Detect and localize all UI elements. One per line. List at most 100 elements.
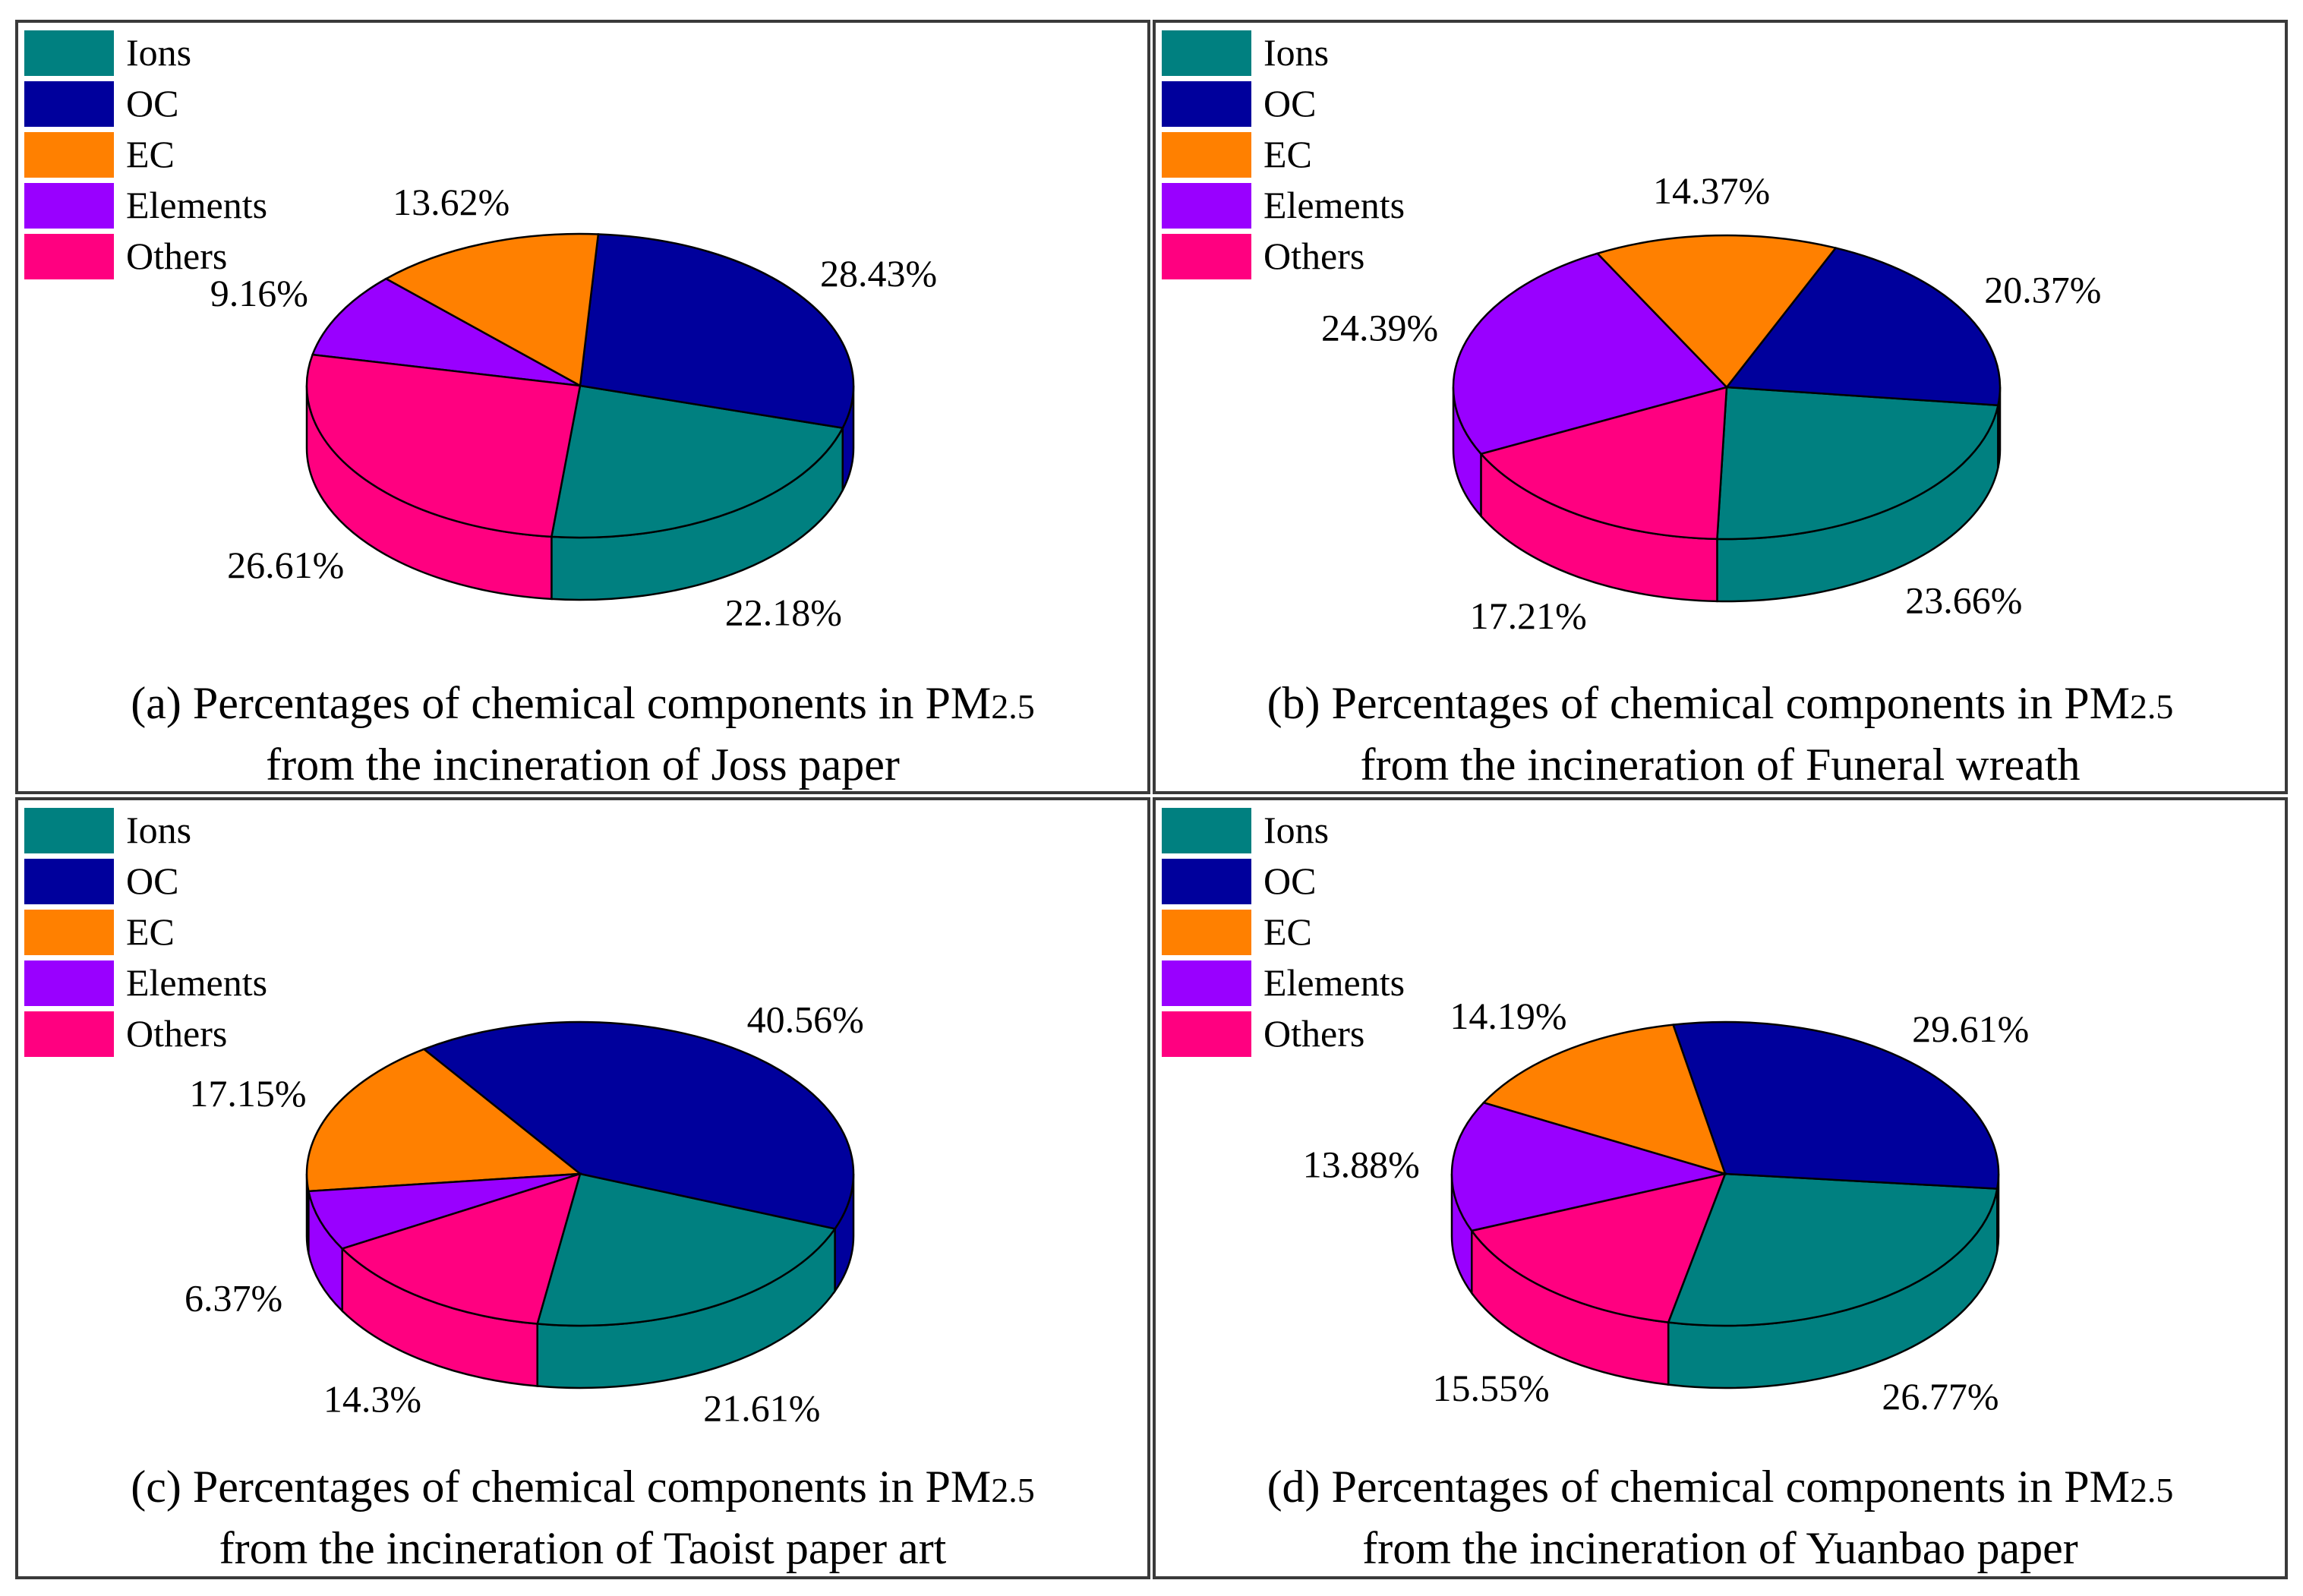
chart-panel-c: 21.61% 40.56% 17.15% 6.37% 14.3% Ions OC EC Elem… bbox=[15, 797, 1150, 1579]
legend-label-ions: Ions bbox=[1263, 31, 1329, 74]
pie-slice-ions bbox=[536, 1172, 837, 1327]
pie-label-elements: 24.39% bbox=[1321, 306, 1438, 349]
legend-swatch-elements bbox=[24, 960, 114, 1006]
legend-swatch-oc bbox=[24, 859, 114, 904]
pie-chart-a: 22.18% 28.43% 13.62% 9.16% 26.61% Ions OC EC Ele… bbox=[24, 30, 937, 634]
chart-legend: Ions OC EC Elements Others bbox=[1162, 30, 1405, 279]
pie-chart-b: 23.66% 20.37% 14.37% 24.39% 17.21% Ions OC EC El… bbox=[1162, 30, 2101, 637]
chart-caption-c: (c) Percentages of chemical components i… bbox=[18, 1458, 1147, 1577]
pie-slice-elements bbox=[1450, 1101, 1729, 1232]
legend-label-elements: Elements bbox=[126, 961, 267, 1004]
pie-top bbox=[305, 232, 855, 539]
caption-line2: from the incineration of Taoist paper ar… bbox=[219, 1523, 947, 1573]
chart-caption-d: (d) Percentages of chemical components i… bbox=[1156, 1458, 2285, 1577]
pie-label-elements: 6.37% bbox=[185, 1277, 282, 1320]
legend-label-ec: EC bbox=[1263, 133, 1312, 175]
pie-slice-ec bbox=[305, 1048, 583, 1193]
legend-label-elements: Elements bbox=[1263, 961, 1405, 1004]
legend-label-ec: EC bbox=[126, 133, 175, 175]
legend-swatch-ions bbox=[24, 808, 114, 853]
pie-top bbox=[305, 1020, 855, 1327]
pie-slice-others bbox=[1479, 386, 1728, 541]
chart-panel-d: 26.77% 29.61% 14.19% 13.88% 15.55% Ions OC EC El… bbox=[1153, 797, 2288, 1579]
caption-line1: (c) Percentages of chemical components i… bbox=[131, 1462, 992, 1512]
caption-line1: (b) Percentages of chemical components i… bbox=[1267, 678, 2130, 728]
chart-caption-a: (a) Percentages of chemical components i… bbox=[18, 674, 1147, 793]
legend-label-ec: EC bbox=[126, 910, 175, 953]
legend-swatch-others bbox=[1162, 234, 1251, 279]
legend-swatch-ec bbox=[24, 132, 114, 178]
legend-label-elements: Elements bbox=[1263, 184, 1405, 226]
pie-label-ec: 14.19% bbox=[1450, 995, 1566, 1037]
legend-label-others: Others bbox=[1263, 235, 1364, 277]
pie-slice-ions bbox=[550, 384, 844, 539]
chart-legend: Ions OC EC Elements Others bbox=[24, 808, 267, 1057]
legend-label-oc: OC bbox=[126, 82, 178, 125]
pie-slice-others bbox=[305, 353, 582, 538]
legend-swatch-ions bbox=[24, 30, 114, 76]
legend-swatch-oc bbox=[1162, 859, 1251, 904]
legend-label-others: Others bbox=[126, 1012, 227, 1055]
pie-label-ions: 23.66% bbox=[1905, 579, 2022, 621]
legend-swatch-ions bbox=[1162, 30, 1251, 76]
chart-caption-b: (b) Percentages of chemical components i… bbox=[1156, 674, 2285, 793]
legend-swatch-ec bbox=[1162, 910, 1251, 955]
pie-slice-ec bbox=[1481, 1024, 1727, 1175]
caption-line2: from the incineration of Yuanbao paper bbox=[1362, 1523, 2078, 1573]
pie-slice-ec bbox=[383, 232, 600, 387]
pie-label-ec: 13.62% bbox=[393, 181, 509, 223]
legend-label-ions: Ions bbox=[126, 31, 191, 74]
legend-label-elements: Elements bbox=[126, 184, 267, 226]
legend-label-ions: Ions bbox=[126, 809, 191, 851]
pie-slice-others bbox=[340, 1172, 582, 1325]
pie-label-oc: 28.43% bbox=[820, 252, 937, 295]
pie-label-others: 15.55% bbox=[1432, 1367, 1549, 1409]
caption-line1: (a) Percentages of chemical components i… bbox=[131, 678, 992, 728]
pie-label-ec: 14.37% bbox=[1653, 169, 1770, 212]
pie-label-others: 17.21% bbox=[1470, 595, 1587, 637]
legend-label-oc: OC bbox=[1263, 82, 1316, 125]
pie-slice-oc bbox=[421, 1020, 855, 1230]
legend-swatch-ions bbox=[1162, 808, 1251, 853]
caption-line1: (d) Percentages of chemical components i… bbox=[1267, 1462, 2130, 1512]
pie-label-ions: 22.18% bbox=[725, 591, 842, 634]
pie-slice-ec bbox=[1595, 234, 1838, 389]
pie-slice-others bbox=[1470, 1172, 1727, 1323]
legend-label-others: Others bbox=[126, 235, 227, 277]
pie-label-oc: 40.56% bbox=[747, 998, 864, 1041]
legend-label-oc: OC bbox=[126, 860, 178, 902]
chart-panel-a: 22.18% 28.43% 13.62% 9.16% 26.61% Ions OC EC Ele… bbox=[15, 20, 1150, 794]
legend-swatch-others bbox=[24, 1011, 114, 1057]
caption-subscript: 2.5 bbox=[2129, 687, 2174, 726]
legend-label-others: Others bbox=[1263, 1012, 1364, 1055]
pie-label-elements: 13.88% bbox=[1303, 1143, 1420, 1186]
pie-label-others: 26.61% bbox=[227, 544, 344, 586]
legend-label-oc: OC bbox=[1263, 860, 1316, 902]
caption-line2: from the incineration of Joss paper bbox=[266, 740, 900, 790]
legend-swatch-oc bbox=[1162, 81, 1251, 127]
legend-swatch-others bbox=[1162, 1011, 1251, 1057]
pie-chart-d: 26.77% 29.61% 14.19% 13.88% 15.55% Ions OC EC El… bbox=[1162, 808, 2029, 1418]
caption-subscript: 2.5 bbox=[991, 1471, 1035, 1509]
legend-label-ions: Ions bbox=[1263, 809, 1329, 851]
pie-slice-ions bbox=[1667, 1172, 1999, 1327]
caption-subscript: 2.5 bbox=[991, 687, 1035, 726]
chart-legend: Ions OC EC Elements Others bbox=[24, 30, 267, 279]
pie-slice-oc bbox=[1671, 1020, 2000, 1190]
pie-slice-oc bbox=[579, 233, 855, 430]
pie-top bbox=[1450, 1020, 2000, 1327]
pie-label-oc: 29.61% bbox=[1912, 1008, 2029, 1050]
legend-swatch-elements bbox=[1162, 960, 1251, 1006]
pie-sides bbox=[305, 1173, 855, 1389]
pie-slice-ions bbox=[1716, 386, 1999, 541]
pie-label-ions: 26.77% bbox=[1882, 1375, 1999, 1418]
legend-swatch-oc bbox=[24, 81, 114, 127]
caption-subscript: 2.5 bbox=[2129, 1471, 2174, 1509]
pie-slice-elements bbox=[311, 277, 581, 387]
legend-swatch-elements bbox=[1162, 183, 1251, 229]
legend-swatch-ec bbox=[1162, 132, 1251, 178]
legend-swatch-others bbox=[24, 234, 114, 279]
pie-slice-elements bbox=[307, 1172, 581, 1250]
legend-swatch-elements bbox=[24, 183, 114, 229]
pie-slice-oc bbox=[1724, 247, 2002, 407]
